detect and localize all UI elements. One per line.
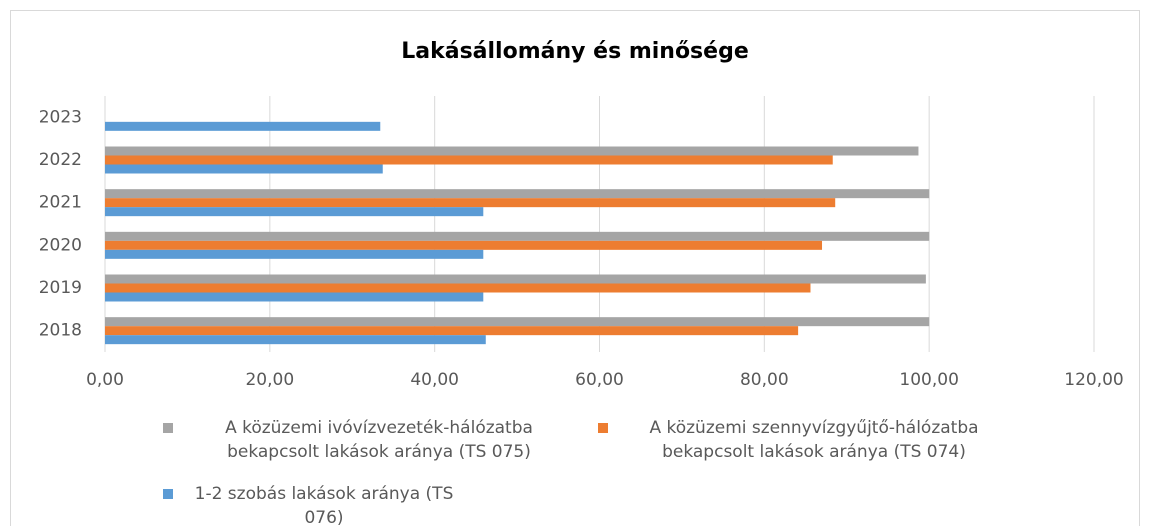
bar [105, 121, 381, 131]
bar [105, 283, 811, 293]
y-tick-label: 2021 [39, 193, 82, 213]
legend-item: A közüzemi szennyvízgyűjtő-hálózatba bek… [598, 416, 1014, 464]
legend-swatch [163, 423, 173, 433]
bar [105, 155, 833, 165]
x-tick-label: 120,00 [1064, 370, 1123, 390]
x-tick-label: 0,00 [86, 370, 124, 390]
y-tick-label: 2020 [39, 235, 82, 255]
bar [105, 317, 930, 327]
bar [105, 164, 383, 174]
x-tick-label: 80,00 [740, 370, 789, 390]
legend-item: A közüzemi ivóvízvezeték-hálózatba bekap… [163, 416, 579, 464]
legend-swatch [163, 489, 173, 499]
y-tick-label: 2023 [39, 107, 82, 127]
legend-swatch [598, 423, 608, 433]
x-tick-label: 60,00 [575, 370, 624, 390]
y-tick-label: 2018 [39, 321, 82, 341]
bar [105, 207, 484, 217]
y-tick-label: 2019 [39, 278, 82, 298]
bar [105, 292, 484, 302]
legend-label: 1-2 szobás lakások aránya (TS 076) [194, 484, 454, 526]
bar [105, 274, 926, 284]
legend-label: A közüzemi szennyvízgyűjtő-hálózatba bek… [649, 418, 979, 462]
legend-label: A közüzemi ivóvízvezeték-hálózatba bekap… [225, 418, 533, 462]
legend-item: 1-2 szobás lakások aránya (TS 076) [163, 482, 469, 526]
x-tick-label: 100,00 [899, 370, 958, 390]
bar [105, 326, 799, 336]
x-tick-label: 20,00 [245, 370, 294, 390]
bar [105, 249, 484, 259]
bar [105, 189, 930, 199]
bar [105, 335, 486, 345]
bar [105, 146, 919, 156]
chart-title: Lakásállomány és minősége [401, 39, 749, 64]
chart-border [10, 10, 1140, 526]
bar [105, 240, 823, 250]
bar [105, 231, 930, 241]
x-tick-label: 40,00 [410, 370, 459, 390]
bar [105, 198, 836, 208]
y-tick-label: 2022 [39, 150, 82, 170]
